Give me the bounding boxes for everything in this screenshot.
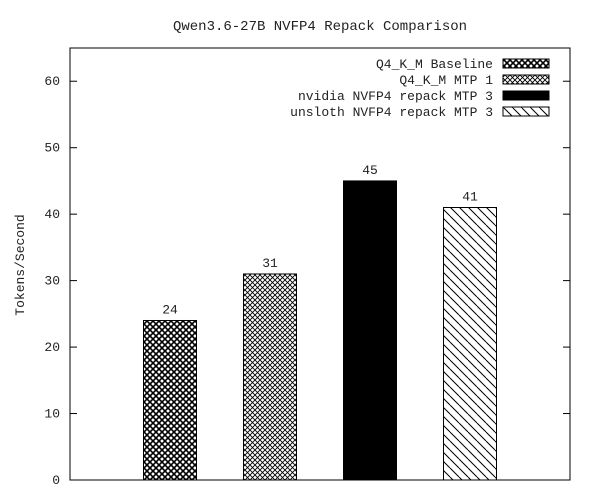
legend-swatch <box>502 74 550 85</box>
legend-entry-label: nvidia NVFP4 repack MTP 3 <box>298 89 493 104</box>
y-tick-label: 20 <box>44 340 60 355</box>
legend-swatch <box>502 58 550 69</box>
legend-entry-label: unsloth NVFP4 repack MTP 3 <box>290 105 493 120</box>
bar-1 <box>143 319 197 481</box>
y-tick-label: 0 <box>52 473 60 488</box>
y-tick-label: 30 <box>44 274 60 289</box>
y-axis-ticks: 0 10 20 30 40 50 60 <box>44 74 570 488</box>
y-tick-label: 10 <box>44 407 60 422</box>
y-axis-label: Tokens/Second <box>13 214 28 315</box>
bar-value-labels: 24 31 45 41 <box>162 163 478 318</box>
legend-entry-label: Q4_K_M Baseline <box>376 57 493 72</box>
bar-2 <box>243 273 297 481</box>
bar-value-label: 45 <box>362 163 378 178</box>
legend-swatch <box>502 90 550 101</box>
bar-value-label: 41 <box>462 190 478 205</box>
bars-group <box>143 180 497 481</box>
plot-frame <box>69 47 571 481</box>
bar-value-label: 31 <box>262 256 278 271</box>
bar-4 <box>443 207 497 481</box>
legend-swatch <box>502 106 550 117</box>
bar-3 <box>343 180 397 481</box>
bar-value-label: 24 <box>162 302 178 317</box>
legend-entry-label: Q4_K_M MTP 1 <box>399 73 493 88</box>
y-tick-label: 50 <box>44 141 60 156</box>
y-tick-label: 40 <box>44 207 60 222</box>
y-tick-label: 60 <box>44 74 60 89</box>
chart-title: Qwen3.6-27B NVFP4 Repack Comparison <box>173 19 467 35</box>
